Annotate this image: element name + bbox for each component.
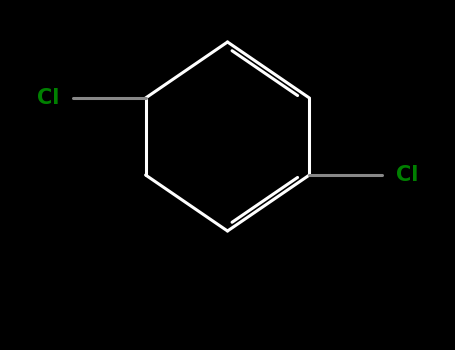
Text: Cl: Cl — [396, 165, 418, 185]
Text: Cl: Cl — [37, 88, 59, 108]
